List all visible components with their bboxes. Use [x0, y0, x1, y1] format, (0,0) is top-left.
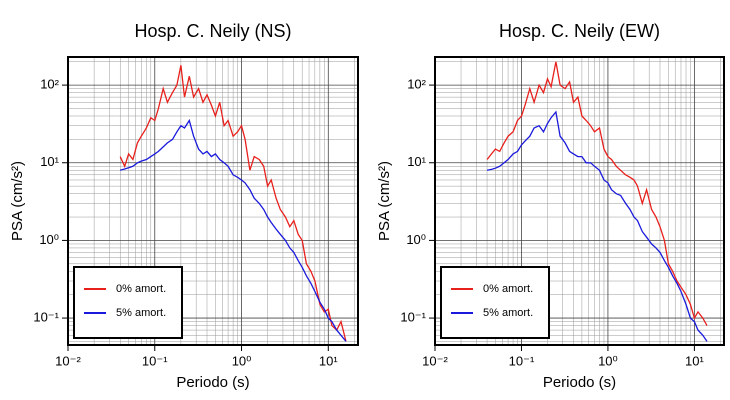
chart-title: Hosp. C. Neily (NS) [134, 21, 291, 41]
x-tick-label: 10⁰ [598, 353, 618, 368]
y-axis-label: PSA (cm/s²) [376, 161, 393, 241]
y-tick-label: 10⁻¹ [33, 310, 59, 325]
series-line [120, 118, 347, 342]
plot-frame [434, 56, 725, 346]
y-tick-label: 10⁰ [406, 232, 426, 247]
y-axis-label: PSA (cm/s²) [9, 161, 26, 241]
x-tick-label: 10⁻² [422, 353, 448, 368]
legend-label: 0% amort. [483, 283, 533, 295]
y-tick-label: 10⁰ [39, 232, 59, 247]
legend-label: 0% amort. [116, 283, 166, 295]
series-line [119, 65, 347, 342]
plot-frame [67, 56, 359, 346]
x-tick-label: 10¹ [685, 353, 704, 368]
y-tick-label: 10⁻¹ [400, 310, 426, 325]
chart-title: Hosp. C. Neily (EW) [499, 21, 660, 41]
x-axis-label: Periodo (s) [543, 374, 616, 391]
series-line [486, 110, 708, 342]
x-tick-label: 10¹ [319, 353, 338, 368]
legend-box [440, 266, 550, 339]
legend-label: 5% amort. [116, 307, 166, 319]
x-axis-label: Periodo (s) [176, 374, 249, 391]
x-tick-label: 10⁻¹ [142, 353, 168, 368]
y-tick-label: 10² [407, 77, 426, 92]
x-tick-label: 10⁻¹ [509, 353, 535, 368]
y-tick-label: 10² [40, 77, 59, 92]
legend-label: 5% amort. [483, 307, 533, 319]
x-tick-label: 10⁰ [232, 353, 252, 368]
legend-box [73, 266, 183, 339]
y-tick-label: 10¹ [40, 154, 59, 169]
y-tick-label: 10¹ [407, 154, 426, 169]
x-tick-label: 10⁻² [55, 353, 81, 368]
series-line [486, 61, 708, 326]
